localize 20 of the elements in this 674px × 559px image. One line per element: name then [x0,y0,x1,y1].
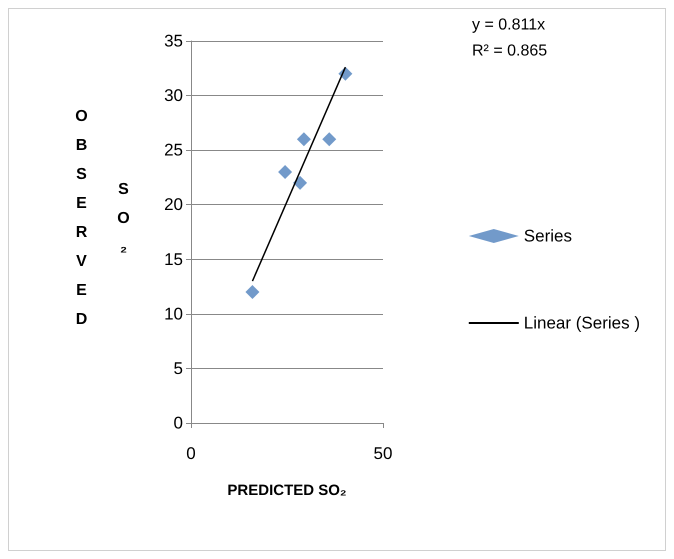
y-tick-label: 20 [164,195,183,214]
y-tick-label: 30 [164,86,183,106]
y-tick-label: 25 [164,140,183,160]
point [296,132,311,146]
y-tick-label: 5 [174,358,183,378]
text: OBSERVED SO₂ [73,108,132,340]
x-tick-label: 50 [374,444,392,463]
y-tick-label: 15 [164,250,183,269]
text: y = 0.811x [472,16,546,34]
point [322,132,336,146]
legend-label: Linear (Series ) [524,314,640,332]
text: R² = 0.865 [472,42,548,60]
point [245,285,260,300]
y-tick-label: 10 [164,304,183,324]
y-tick-label: 35 [164,32,183,50]
x-axis-title: PREDICTED SO₂ [227,482,347,499]
point [293,176,308,190]
legend-label: Series [524,226,572,246]
point [278,164,292,179]
y-tick-label: 0 [174,414,183,432]
